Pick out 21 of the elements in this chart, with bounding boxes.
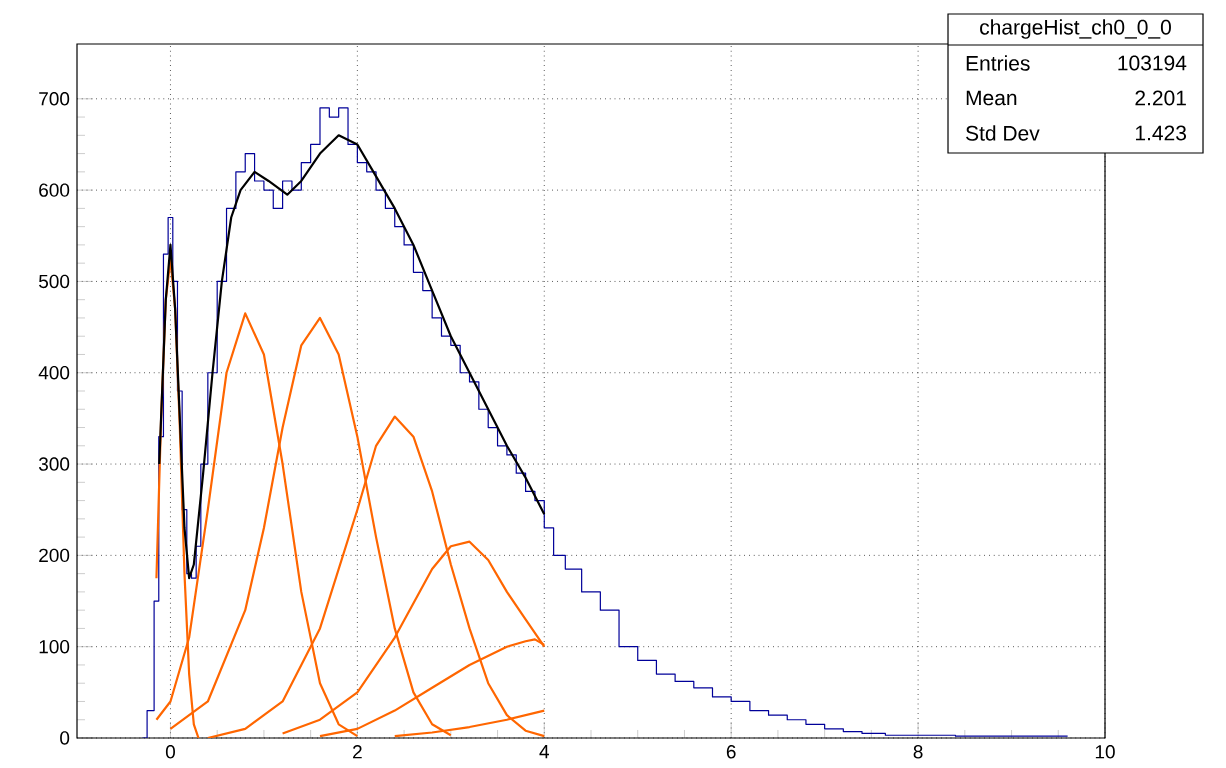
y-tick-label: 400 <box>38 366 70 380</box>
text: 103194 <box>1118 55 1187 71</box>
y-tick-label: 500 <box>38 274 70 289</box>
x-tick-label: 10 <box>1095 745 1115 759</box>
annotation: Entries <box>966 55 1030 71</box>
y-tick-label: 300 <box>38 457 70 471</box>
x-tick-label: 6 <box>726 745 736 759</box>
y-tick-label: 200 <box>39 548 70 563</box>
annotation: Mean <box>966 90 1017 106</box>
y-tick-label: 0 <box>60 731 70 745</box>
x-tick-label: 8 <box>913 745 923 759</box>
y-tick-label: 100 <box>39 639 70 654</box>
text: 1.423 <box>1135 125 1187 141</box>
x-tick-label: 0 <box>165 745 175 759</box>
x-tick-label: 4 <box>539 745 549 759</box>
annotation: Std Dev <box>966 125 1040 141</box>
text: 2.201 <box>1135 90 1186 106</box>
x-tick-label: 2 <box>353 745 362 759</box>
y-tick-label: 600 <box>39 183 70 197</box>
chart-title: chargeHist_ch0_0_0 <box>980 19 1171 39</box>
y-tick-label: 700 <box>39 92 70 106</box>
